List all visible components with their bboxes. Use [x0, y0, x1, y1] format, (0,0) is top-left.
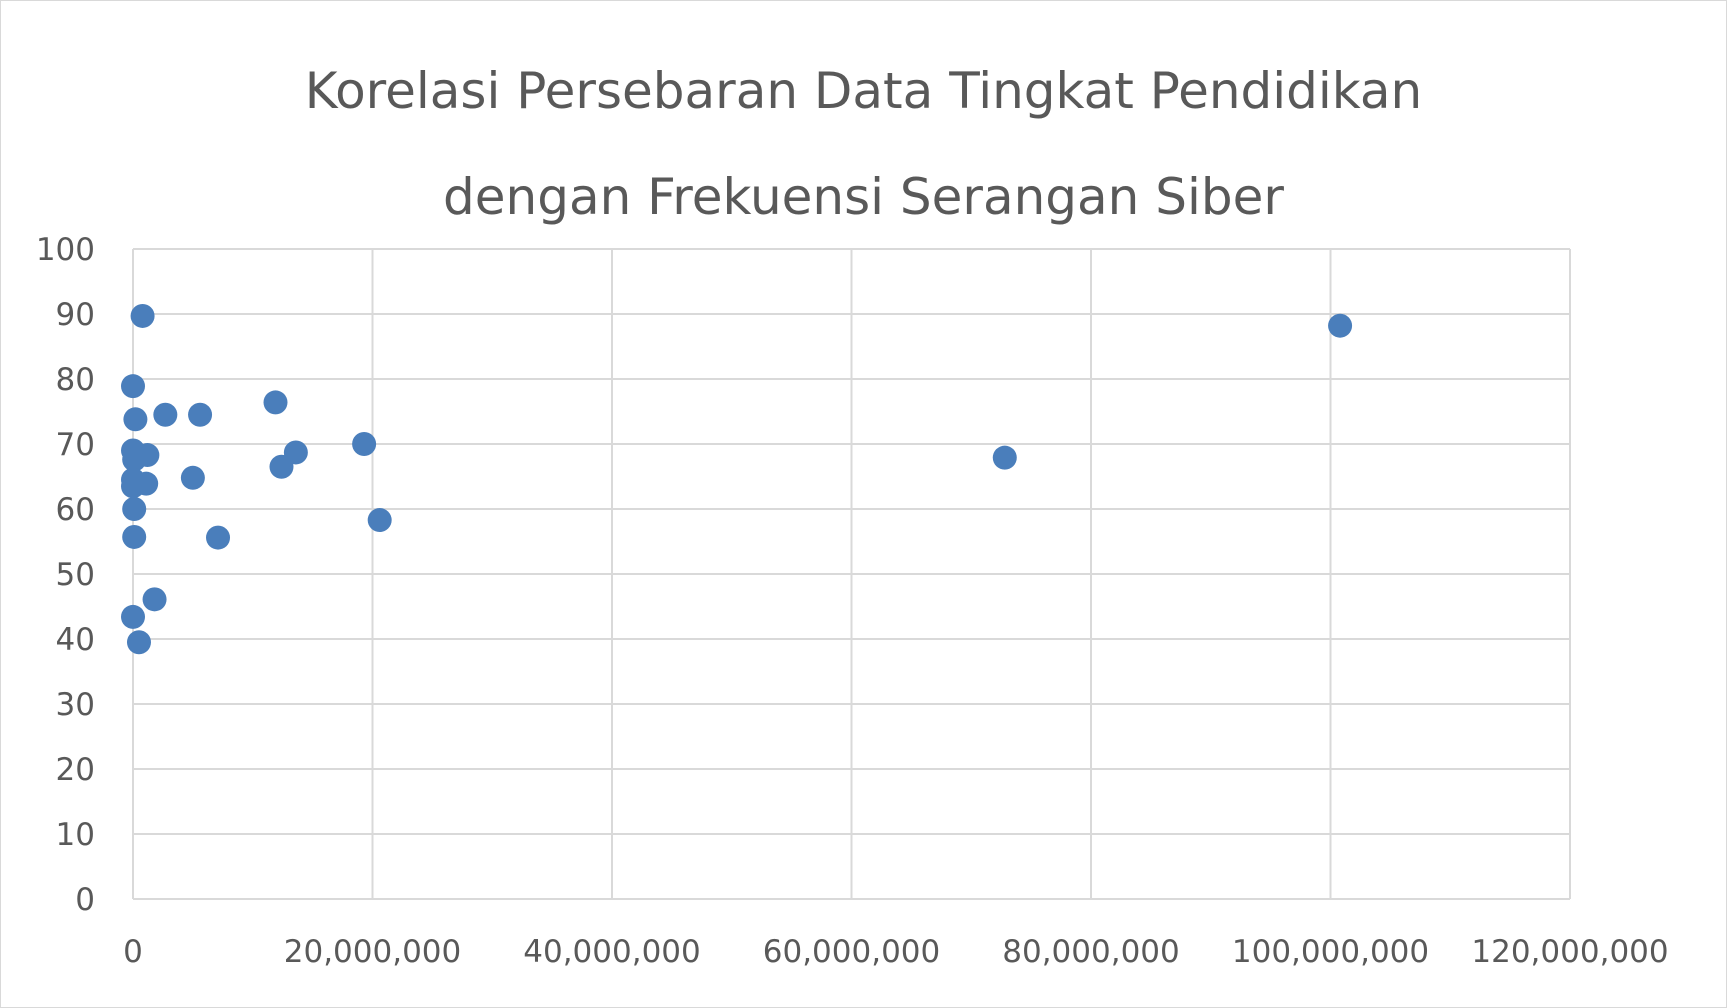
data-point [352, 432, 377, 456]
data-point [135, 443, 160, 468]
data-point [123, 407, 148, 432]
y-tick-label: 90 [56, 297, 95, 333]
x-tick-label: 40,000,000 [523, 934, 701, 970]
x-axis-tick-labels: 0 20,000,000 40,000,000 60,000,000 80,000,00… [123, 934, 1668, 970]
data-point [153, 402, 178, 427]
y-tick-label: 10 [56, 817, 95, 853]
y-tick-label: 30 [56, 687, 95, 723]
y-tick-label: 80 [56, 362, 95, 398]
y-tick-label: 40 [56, 622, 95, 658]
data-point [206, 525, 231, 550]
gridlines [132, 248, 1571, 900]
x-tick-label: 20,000,000 [284, 934, 462, 970]
x-tick-label: 60,000,000 [763, 934, 941, 970]
x-tick-label: 120,000,000 [1471, 934, 1668, 970]
data-point [263, 390, 288, 415]
data-point [121, 374, 145, 399]
y-tick-label: 50 [56, 557, 95, 593]
data-point [1328, 313, 1353, 338]
chart-title-line-2: dengan Frekuensi Serangan Siber [443, 168, 1284, 226]
data-point [122, 497, 147, 521]
data-point [130, 303, 155, 328]
data-point [992, 445, 1017, 470]
data-point [134, 471, 159, 496]
data-point [122, 524, 147, 549]
data-point [126, 630, 151, 655]
y-tick-label: 0 [75, 882, 95, 918]
data-point [121, 604, 145, 629]
data-point [367, 508, 392, 533]
data-point [180, 465, 205, 490]
data-point [142, 587, 167, 612]
y-tick-label: 20 [56, 752, 95, 788]
data-point [188, 402, 213, 427]
chart-title: Korelasi Persebaran Data Tingkat Pendidi… [0, 38, 1727, 250]
x-tick-label: 80,000,000 [1002, 934, 1180, 970]
y-tick-label: 60 [56, 492, 95, 528]
y-tick-label: 100 [36, 232, 95, 268]
chart-title-line-1: Korelasi Persebaran Data Tingkat Pendidi… [304, 62, 1423, 120]
y-tick-label: 70 [56, 427, 95, 463]
data-point [269, 454, 294, 479]
y-axis-tick-labels: 0 10 20 30 40 50 60 70 80 90 100 [36, 232, 95, 918]
data-points [121, 303, 1353, 655]
x-tick-label: 100,000,000 [1232, 934, 1429, 970]
x-tick-label: 0 [123, 934, 143, 970]
